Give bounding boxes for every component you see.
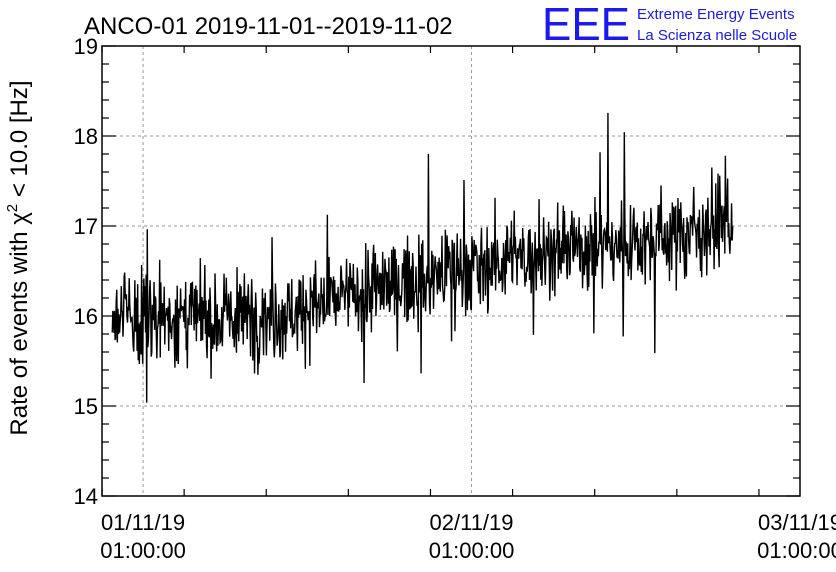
y-tick-label-5: 19 xyxy=(74,34,98,59)
x-tick-time-1: 01:00:00 xyxy=(429,538,515,563)
x-tick-labels: 01/11/19 01:00:00 02/11/19 01:00:00 03/11/19… xyxy=(100,510,836,563)
y-tick-label-4: 18 xyxy=(74,124,98,149)
eee-logo-icon: EEE xyxy=(542,0,630,50)
x-tick-date-1: 02/11/19 xyxy=(430,510,514,535)
y-tick-label-2: 16 xyxy=(74,304,98,329)
logo-line-2: La Scienza nelle Scuole xyxy=(637,27,797,44)
y-axis-label-tail: < 10.0 [Hz] xyxy=(6,80,33,203)
x-tick-date-2: 03/11/19 xyxy=(758,510,836,535)
chart-title: ANCO-01 2019-11-01--2019-11-02 xyxy=(84,13,453,40)
plot-frame xyxy=(101,45,801,497)
series-rate-line xyxy=(111,112,734,403)
axes xyxy=(101,45,801,497)
y-tick-labels: 14 15 16 17 18 19 xyxy=(74,34,98,509)
x-tick-date-0: 01/11/19 xyxy=(101,510,185,535)
y-axis-label-main: Rate of events with χ xyxy=(6,212,33,436)
y-tick-label-0: 14 xyxy=(74,484,98,509)
y-axis-label: Rate of events with χ2 < 10.0 [Hz] xyxy=(4,80,33,435)
logo-line-1: Extreme Energy Events xyxy=(637,6,795,23)
grid-lines xyxy=(102,46,800,496)
y-axis-label-superscript: 2 xyxy=(4,204,21,212)
y-tick-label-3: 17 xyxy=(74,214,98,239)
y-tick-label-1: 15 xyxy=(74,394,98,419)
x-tick-time-0: 01:00:00 xyxy=(100,538,186,563)
x-tick-time-2: 01:00:00 xyxy=(757,538,836,563)
